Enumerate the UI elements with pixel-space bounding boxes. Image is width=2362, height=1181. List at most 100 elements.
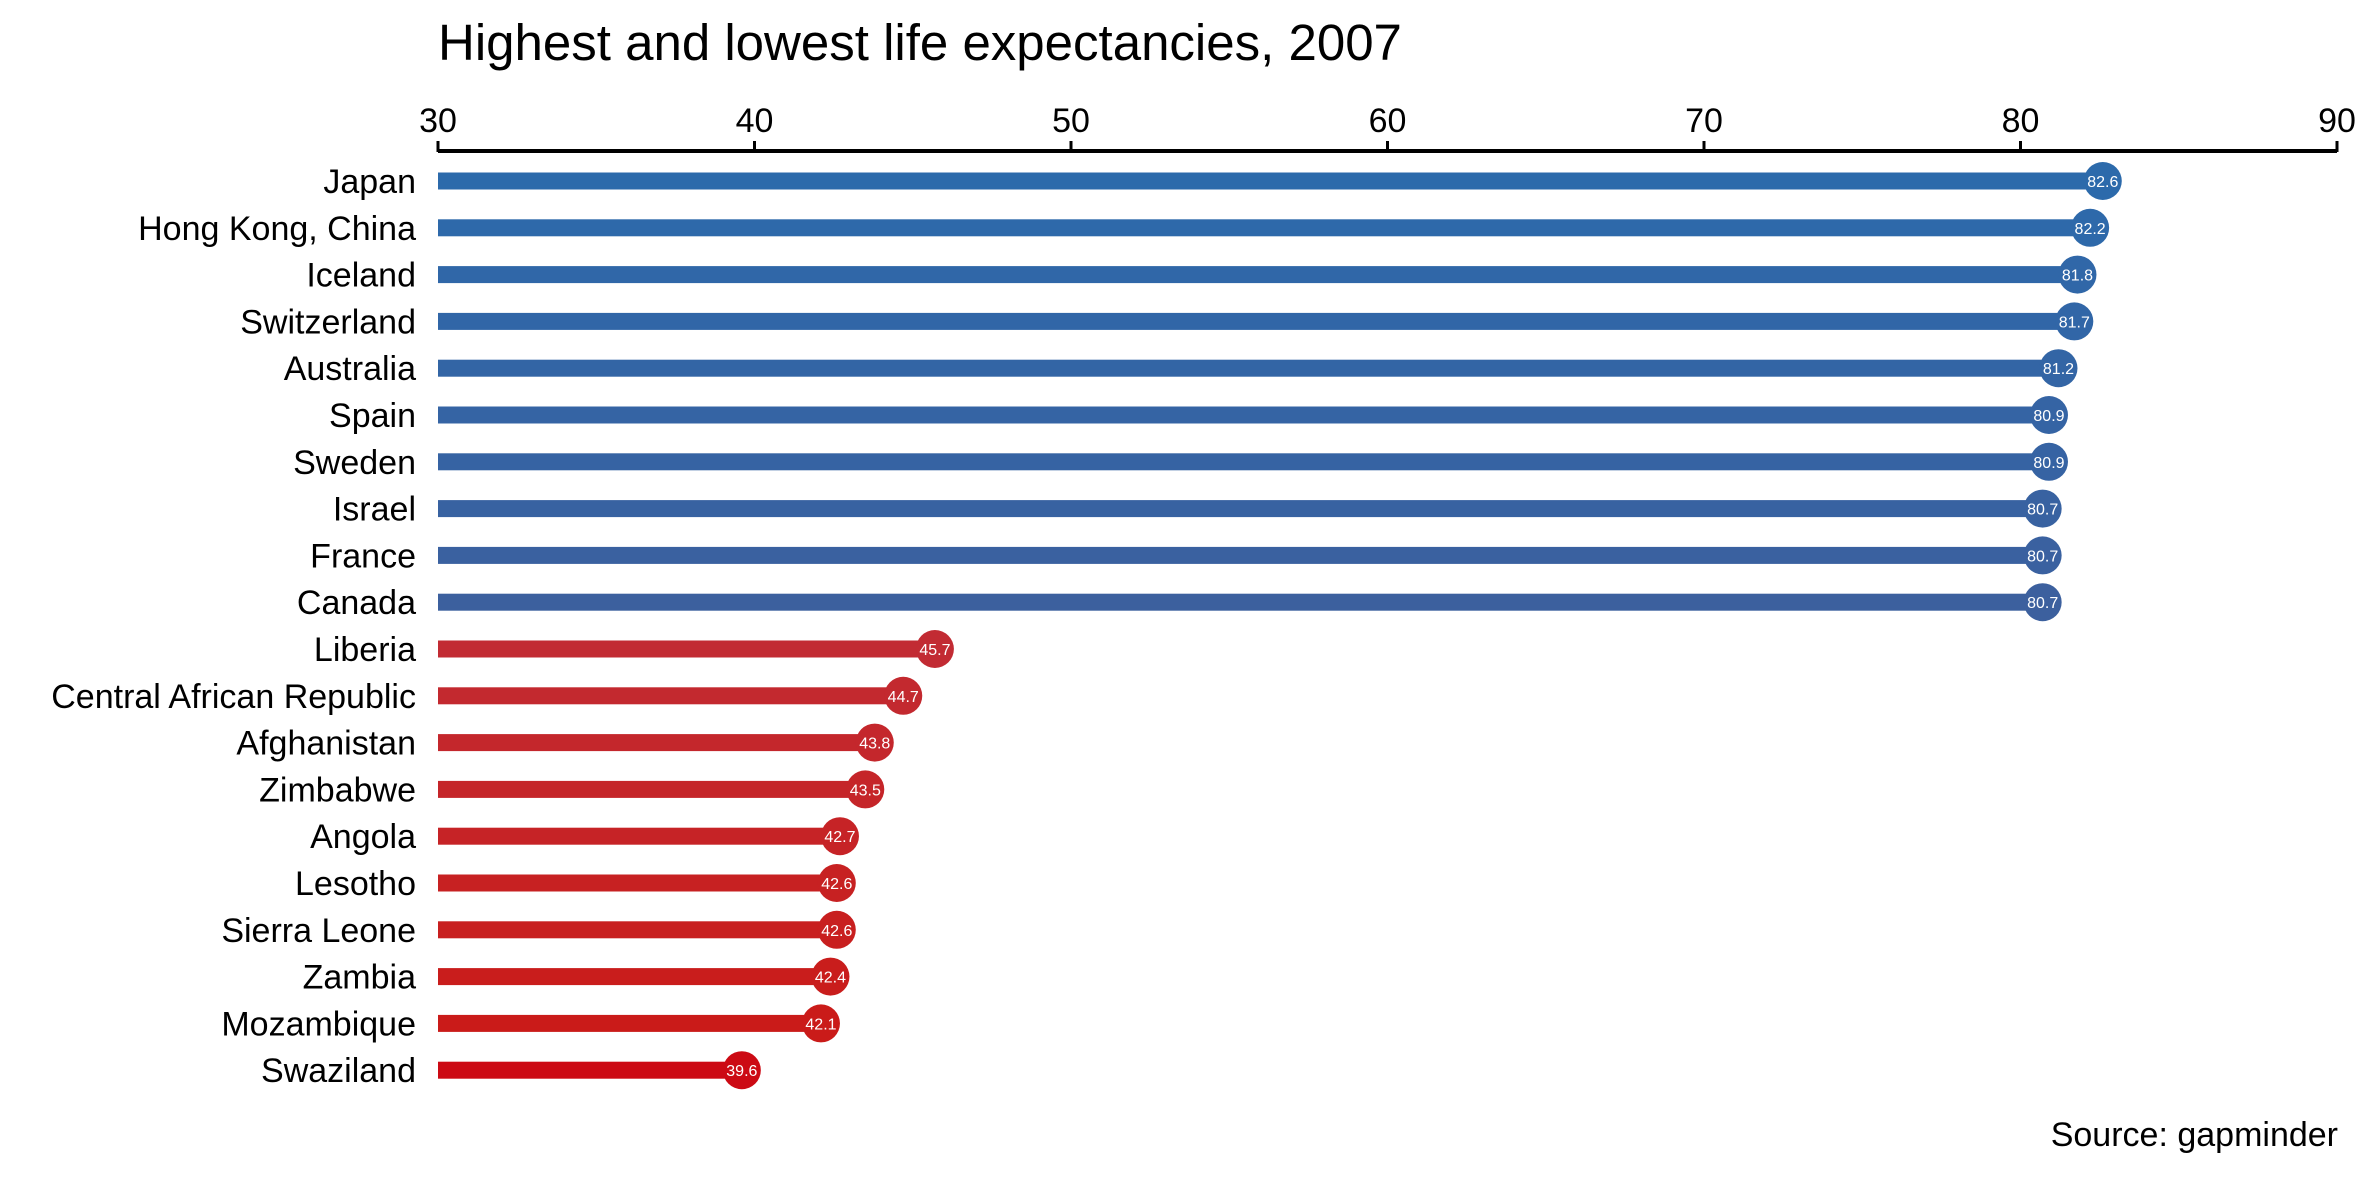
x-tick-label: 90 — [2318, 102, 2356, 140]
x-tick-label: 60 — [1369, 102, 1407, 140]
x-axis: 30 40 50 60 70 80 90 — [419, 102, 2356, 153]
category-label: Swaziland — [261, 1052, 416, 1090]
category-label: Afghanistan — [236, 725, 416, 763]
category-label: Mozambique — [221, 1005, 416, 1043]
bar-end-dot — [855, 723, 894, 762]
bar-row: Hong Kong, China 82.2 — [138, 208, 2110, 248]
bar-row: Japan 82.6 — [323, 162, 2122, 201]
bar — [438, 1014, 821, 1032]
bar-row: Lesotho 42.6 — [295, 864, 856, 903]
bar-end-dot — [2029, 396, 2068, 434]
category-label: Liberia — [314, 631, 416, 669]
value-label: 82.2 — [2075, 221, 2106, 238]
x-tick-label: 80 — [2002, 102, 2040, 140]
category-label: France — [310, 537, 416, 575]
x-tick-label: 40 — [736, 102, 774, 140]
value-label: 81.8 — [2062, 268, 2093, 285]
category-label: Angola — [310, 818, 416, 856]
bar — [438, 734, 875, 752]
value-label: 42.6 — [821, 923, 852, 940]
value-label: 42.1 — [805, 1016, 836, 1033]
bar-end-dot — [2023, 583, 2062, 622]
bar-row: Zimbabwe 43.5 — [259, 770, 885, 809]
bar-end-dot — [2071, 208, 2110, 247]
value-label: 45.7 — [919, 642, 950, 659]
category-label: Central African Republic — [51, 678, 416, 716]
bar-row: Switzerland 81.7 — [240, 302, 2094, 341]
bar-end-dot — [2058, 255, 2097, 294]
bar-end-dot — [2055, 302, 2094, 341]
category-label: Sweden — [293, 444, 416, 482]
bar-end-dot — [2083, 162, 2122, 200]
bar-end-dot — [2029, 442, 2068, 481]
category-label: Hong Kong, China — [138, 210, 416, 248]
value-label: 82.6 — [2087, 174, 2118, 191]
category-label: Iceland — [306, 257, 416, 295]
bar-end-dot — [2023, 536, 2062, 575]
bar — [438, 780, 866, 798]
bar — [438, 219, 2091, 237]
bars-group: Japan 82.6 Hong Kong, China 82.2 Iceland 81.8… — [51, 162, 2122, 1090]
category-label: Switzerland — [240, 303, 416, 341]
chart-title: Highest and lowest life expectancies, 20… — [438, 14, 1402, 71]
x-tick-label: 70 — [1685, 102, 1723, 140]
bar-row: Australia 81.2 — [284, 349, 2078, 388]
category-label: Israel — [333, 491, 416, 529]
bar-row: Iceland 81.8 — [306, 255, 2097, 295]
bar-row: Central African Republic 44.7 — [51, 676, 923, 716]
category-label: Lesotho — [295, 865, 416, 903]
bar-row: Afghanistan 43.8 — [236, 723, 894, 763]
bar — [438, 593, 2043, 611]
bar-row: Mozambique 42.1 — [221, 1004, 840, 1043]
bar-row: Sweden 80.9 — [293, 442, 2068, 482]
bar — [438, 968, 831, 986]
value-label: 43.5 — [850, 782, 881, 799]
bar-end-dot — [846, 770, 885, 809]
bar — [438, 874, 837, 892]
category-label: Japan — [323, 163, 416, 201]
category-label: Sierra Leone — [221, 912, 416, 950]
value-label: 80.7 — [2027, 502, 2058, 519]
bar — [438, 500, 2043, 518]
value-label: 44.7 — [888, 689, 919, 706]
bar — [438, 921, 837, 939]
bar-row: Israel 80.7 — [333, 489, 2062, 529]
bar — [438, 687, 904, 705]
category-label: Canada — [297, 584, 416, 622]
value-label: 43.8 — [859, 736, 890, 753]
bar — [438, 546, 2043, 564]
bar-row: Zambia 42.4 — [303, 957, 850, 997]
bar-row: Spain 80.9 — [329, 396, 2068, 435]
x-tick-label: 50 — [1052, 102, 1090, 140]
category-label: Australia — [284, 350, 416, 388]
bar — [438, 640, 935, 658]
bar-row: Canada 80.7 — [297, 583, 2062, 622]
bar — [438, 266, 2078, 284]
value-label: 42.6 — [821, 876, 852, 893]
bar — [438, 453, 2049, 471]
value-label: 42.7 — [824, 829, 855, 846]
bar-end-dot — [801, 1004, 840, 1043]
bar — [438, 172, 2103, 190]
bar-end-dot — [915, 630, 954, 668]
bar — [438, 312, 2075, 330]
category-label: Spain — [329, 397, 416, 435]
value-label: 80.9 — [2033, 455, 2064, 472]
value-label: 39.6 — [726, 1063, 757, 1080]
category-label: Zimbabwe — [259, 771, 416, 809]
x-tick-label: 30 — [419, 102, 457, 140]
bar-row: Liberia 45.7 — [314, 630, 954, 669]
bar — [438, 1061, 742, 1079]
value-label: 42.4 — [815, 970, 846, 987]
value-label: 80.7 — [2027, 595, 2058, 612]
bar-end-dot — [817, 910, 856, 949]
bar-end-dot — [722, 1051, 761, 1090]
bar-end-dot — [811, 957, 850, 996]
bar-row: Swaziland 39.6 — [261, 1051, 761, 1090]
bar-row: France 80.7 — [310, 536, 2062, 575]
value-label: 81.7 — [2059, 314, 2090, 331]
bar-end-dot — [817, 864, 856, 902]
bar-end-dot — [2039, 349, 2078, 388]
value-label: 81.2 — [2043, 361, 2074, 378]
source-note: Source: gapminder — [2051, 1116, 2338, 1154]
